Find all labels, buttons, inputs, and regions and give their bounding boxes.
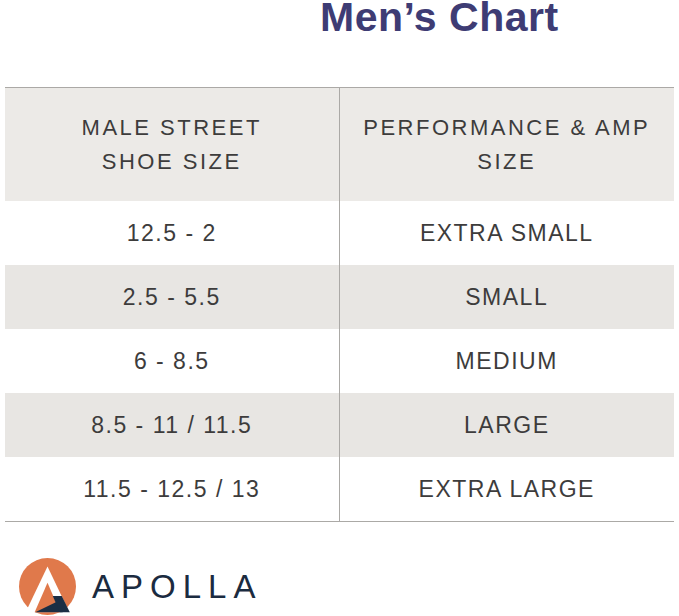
header-line: SHOE SIZE — [102, 149, 242, 174]
page-title: Men’s Chart — [320, 0, 559, 41]
performance-size-cell: MEDIUM — [340, 329, 675, 393]
shoe-size-cell: 11.5 - 12.5 / 13 — [5, 457, 340, 521]
table-row: 6 - 8.5 MEDIUM — [5, 329, 674, 393]
mens-size-table: MALE STREET SHOE SIZE PERFORMANCE & AMP … — [5, 87, 674, 522]
column-header-shoe-size: MALE STREET SHOE SIZE — [5, 88, 340, 201]
shoe-size-cell: 12.5 - 2 — [5, 201, 340, 265]
performance-size-cell: SMALL — [340, 265, 675, 329]
brand-name: APOLLA — [92, 568, 262, 606]
shoe-size-cell: 8.5 - 11 / 11.5 — [5, 393, 340, 457]
column-header-performance-size-text: PERFORMANCE & AMP SIZE — [363, 111, 650, 179]
header-line: PERFORMANCE & AMP — [363, 115, 650, 140]
performance-size-cell: EXTRA SMALL — [340, 201, 675, 265]
brand-footer: APOLLA — [19, 558, 262, 615]
column-header-performance-size: PERFORMANCE & AMP SIZE — [340, 88, 675, 201]
header-line: SIZE — [477, 149, 536, 174]
header-line: MALE STREET — [82, 115, 262, 140]
shoe-size-cell: 2.5 - 5.5 — [5, 265, 340, 329]
table-row: 11.5 - 12.5 / 13 EXTRA LARGE — [5, 457, 674, 521]
performance-size-cell: EXTRA LARGE — [340, 457, 675, 521]
performance-size-cell: LARGE — [340, 393, 675, 457]
table-row: 2.5 - 5.5 SMALL — [5, 265, 674, 329]
apolla-mountain-a-icon — [19, 558, 76, 615]
column-header-shoe-size-text: MALE STREET SHOE SIZE — [82, 111, 262, 179]
shoe-size-cell: 6 - 8.5 — [5, 329, 340, 393]
table-row: 8.5 - 11 / 11.5 LARGE — [5, 393, 674, 457]
table-row: 12.5 - 2 EXTRA SMALL — [5, 201, 674, 265]
table-header-row: MALE STREET SHOE SIZE PERFORMANCE & AMP … — [5, 88, 674, 201]
mens-size-chart-page: Men’s Chart MALE STREET SHOE SIZE PERFOR… — [0, 0, 679, 616]
